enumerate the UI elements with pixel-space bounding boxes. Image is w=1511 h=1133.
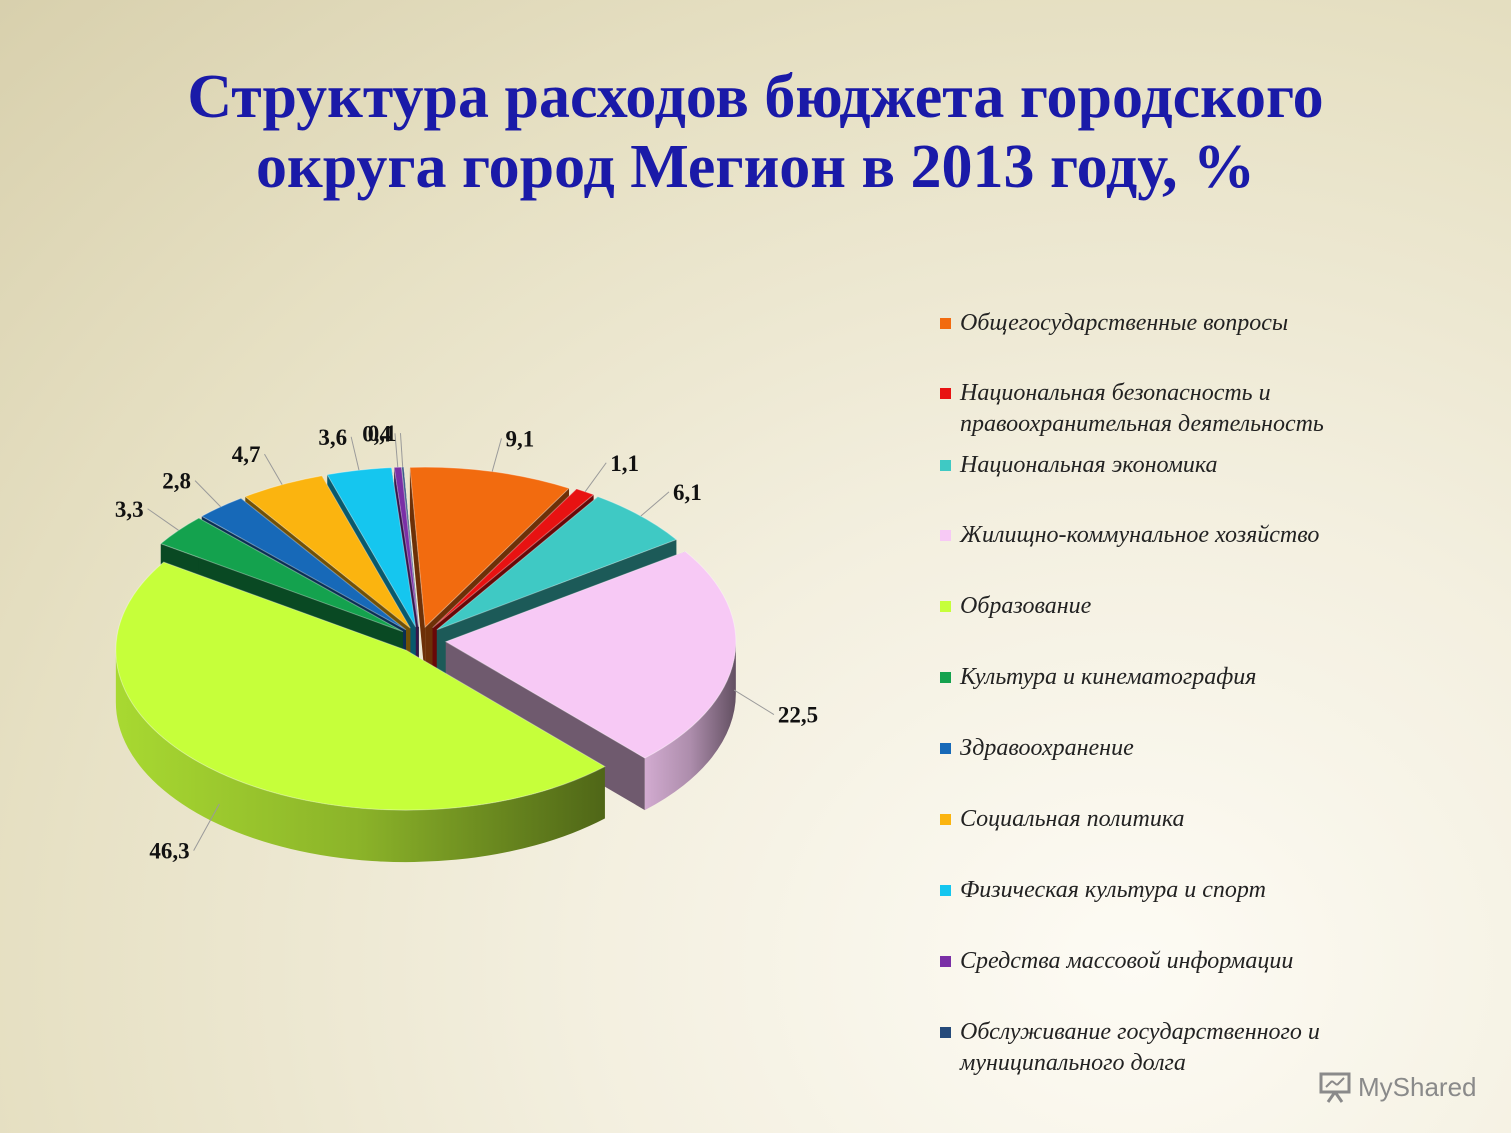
legend-label: Жилищно-коммунальное хозяйство	[960, 522, 1320, 548]
data-label-leader	[584, 462, 607, 492]
legend-swatch	[940, 601, 951, 612]
data-label-leader	[491, 438, 502, 472]
pie-slice	[326, 467, 417, 628]
legend-label: Национальная безопасность и правоохранит…	[960, 380, 1324, 437]
pie-slice	[244, 475, 411, 629]
legend-label: Общегосударственные вопросы	[960, 310, 1289, 336]
legend-label: Физическая культура и спорт	[960, 877, 1266, 903]
data-label: 0,4	[362, 421, 391, 446]
legend-swatch	[940, 672, 951, 683]
data-label-leader	[264, 453, 283, 485]
data-label: 6,1	[673, 480, 702, 505]
legend-label: Обслуживание государственного и муниципа…	[960, 1019, 1320, 1076]
legend-item: Физическая культура и спорт	[940, 875, 1460, 906]
data-labels: 9,1 1,1 6,1 22,5 46,3 3,3 2,8 4,7 3,6 0,40,1	[115, 421, 818, 864]
data-label: 0,1	[368, 421, 397, 446]
legend-item: Образование	[940, 591, 1460, 622]
legend-swatch	[940, 530, 951, 541]
data-label: 46,3	[149, 839, 189, 864]
data-label-leader	[394, 433, 399, 468]
legend-item: Национальная экономика	[940, 450, 1460, 481]
legend-swatch	[940, 1027, 951, 1038]
data-label-leader	[193, 803, 220, 851]
legend-swatch	[940, 885, 951, 896]
legend-item: Культура и кинематография	[940, 662, 1460, 693]
legend-item: Средства массовой информации	[940, 946, 1460, 977]
legend-swatch	[940, 743, 951, 754]
data-label: 3,6	[318, 425, 347, 450]
legend-swatch	[940, 814, 951, 825]
legend-swatch	[940, 388, 951, 399]
chart-title-line-2: округа город Мегион в 2013 году, %	[256, 133, 1255, 201]
presentation-icon	[1319, 1072, 1351, 1103]
data-label-leader	[350, 436, 360, 471]
data-label: 9,1	[505, 426, 534, 451]
legend-label: Социальная политика	[960, 806, 1185, 832]
pie-slice	[444, 550, 737, 759]
legend-label: Национальная экономика	[960, 452, 1218, 478]
watermark: MyShared	[1318, 1068, 1477, 1106]
legend-item: Общегосударственные вопросы	[940, 308, 1460, 339]
data-label: 22,5	[778, 703, 818, 728]
legend-swatch	[940, 956, 951, 967]
legend-item: Социальная политика	[940, 804, 1460, 835]
data-label-leader	[147, 508, 179, 531]
data-label: 3,3	[115, 497, 144, 522]
pie-slice	[432, 488, 595, 629]
data-label-leader	[399, 433, 404, 468]
pie-slice	[159, 517, 404, 633]
data-label-leader	[640, 491, 670, 517]
legend-item: Обслуживание государственного и муниципа…	[940, 1017, 1460, 1079]
legend-item: Здравоохранение	[940, 733, 1460, 764]
data-label-leader	[733, 689, 775, 715]
legend-label: Образование	[960, 593, 1092, 619]
legend-swatch	[940, 460, 951, 471]
legend-label: Здравоохранение	[960, 735, 1134, 761]
legend-item: Жилищно-коммунальное хозяйство	[940, 520, 1460, 551]
chart-title-line-1: Структура расходов бюджета городского	[187, 63, 1324, 131]
data-label-leader	[194, 480, 221, 508]
legend-label: Культура и кинематография	[960, 664, 1257, 690]
legend-label: Средства массовой информации	[960, 948, 1294, 974]
legend-swatch	[940, 318, 951, 329]
watermark-text: MyShared	[1358, 1071, 1477, 1102]
data-label: 1,1	[610, 451, 639, 476]
data-label: 4,7	[232, 442, 261, 467]
pie-tops	[115, 466, 737, 811]
pie-slice	[115, 561, 606, 811]
chart-title: Структура расходов бюджета городского ок…	[0, 62, 1511, 202]
data-label: 2,8	[162, 469, 191, 494]
legend-item: Национальная безопасность и правоохранит…	[940, 378, 1460, 440]
pie-slice	[401, 466, 420, 627]
